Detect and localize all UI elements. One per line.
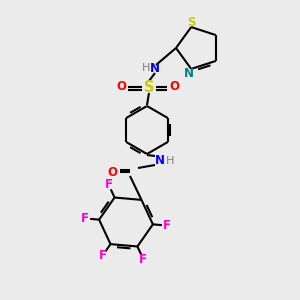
Text: O: O xyxy=(169,80,179,94)
Text: N: N xyxy=(184,68,194,80)
Text: H: H xyxy=(142,63,150,73)
Text: O: O xyxy=(107,167,117,179)
Text: N: N xyxy=(155,154,165,167)
Text: S: S xyxy=(144,80,154,94)
Text: O: O xyxy=(116,80,126,94)
Text: F: F xyxy=(81,212,89,225)
Text: F: F xyxy=(105,178,113,191)
Text: F: F xyxy=(98,249,106,262)
Text: F: F xyxy=(139,253,147,266)
Text: H: H xyxy=(166,156,174,166)
Text: S: S xyxy=(187,16,196,28)
Text: N: N xyxy=(150,61,160,74)
Text: F: F xyxy=(163,219,171,232)
